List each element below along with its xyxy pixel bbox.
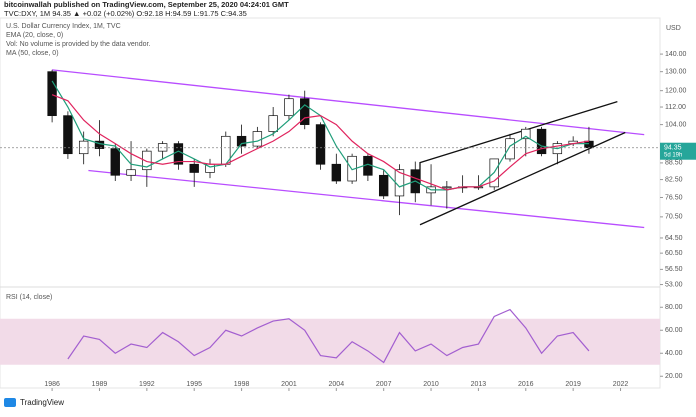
y-tick-label: 82.50 [665,176,683,183]
candle-body [442,186,452,189]
y-tick-label: 56.50 [665,266,683,273]
x-tick-label: 1986 [44,381,60,388]
x-tick-label: 2016 [518,381,534,388]
y-tick-label: 53.00 [665,281,683,288]
x-tick-label: 2013 [471,381,487,388]
y-tick-label: 140.00 [665,51,687,58]
candle-body [505,138,515,160]
quote: TVC:DXY, 1M 94.35 ▲ +0.02 (+0.02%) O:92.… [4,9,247,18]
candle-body [47,71,57,117]
y-tick-label: 60.50 [665,250,683,257]
candle-body [268,115,278,132]
candle-body [315,124,326,165]
x-tick-label: 1989 [92,381,108,388]
candle-body [536,128,547,155]
series-line [67,308,590,364]
y-tick-label: 88.50 [665,160,683,167]
logo [4,398,16,407]
series-line [51,94,590,191]
candle-body [236,135,247,147]
y-tick-label: 64.50 [665,235,683,242]
candle-body [284,98,294,117]
candle-body [63,115,73,155]
y-tick-label: 104.00 [665,121,687,128]
y-tick-label: 20.00 [665,373,683,380]
candle-body [300,98,310,125]
y-tick-label: 60.00 [665,327,683,334]
axis-title: USD [666,25,681,32]
price-tag [660,142,696,160]
publisher: bitcoinwallah published on TradingView.c… [4,0,289,9]
legend: MA (50, close, 0) [6,50,59,57]
y-tick-label: 112.00 [665,104,686,111]
x-tick-label: 2019 [565,381,581,388]
chart-title: U.S. Dollar Currency Index, 1M, TVC [6,23,121,30]
candle-body [110,148,120,176]
footer: TradingView [20,398,64,407]
candle-body [378,174,389,197]
candle-body [331,163,342,182]
y-tick-label: 70.50 [665,214,683,221]
candle-body [157,143,168,152]
y-tick-label: 40.00 [665,350,683,357]
y-tick-label: 80.00 [665,304,683,311]
x-tick-label: 1998 [234,381,250,388]
candle-body [142,150,152,171]
rsi-title: RSI (14, close) [6,294,52,301]
x-tick-label: 2001 [281,381,297,388]
x-tick-label: 1992 [139,381,155,388]
candle-body [252,131,263,147]
countdown: 5d 19h [664,152,682,158]
x-tick-label: 1995 [186,381,202,388]
x-tick-label: 2007 [376,381,392,388]
price-label: 94.35 [664,145,682,152]
legend: EMA (20, close, 0) [6,32,63,39]
x-tick-label: 2022 [613,381,629,388]
legend: Vol: No volume is provided by the data v… [6,41,150,48]
x-tick-label: 2010 [423,381,439,388]
y-tick-label: 130.00 [665,69,687,76]
rsi-band [0,318,660,365]
candle-body [189,163,199,173]
y-tick-label: 76.50 [665,194,683,201]
x-tick-label: 2004 [329,381,345,388]
candle-body [126,169,136,176]
trendline [419,100,618,185]
candle-body [521,128,531,140]
trendline [88,169,645,229]
y-tick-label: 120.00 [665,88,687,95]
